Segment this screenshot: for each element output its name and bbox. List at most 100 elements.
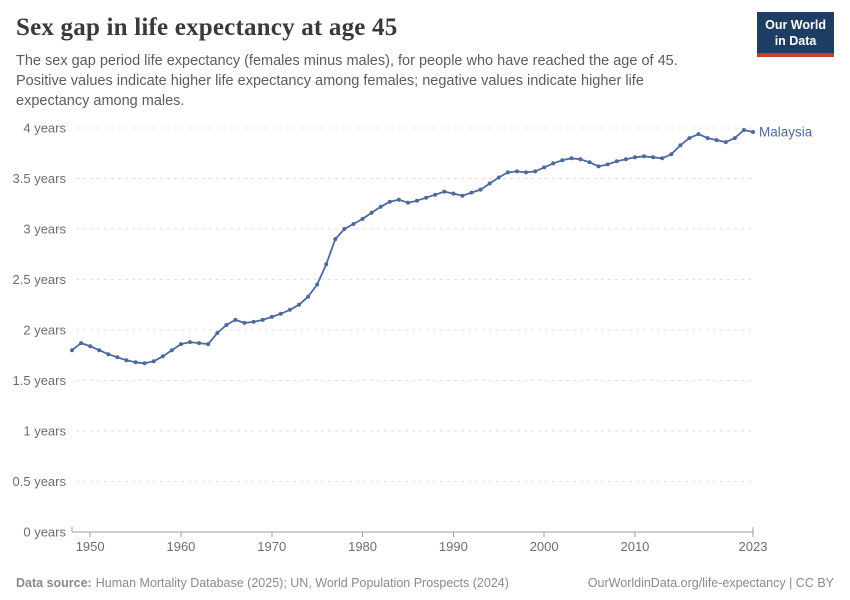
data-point[interactable] xyxy=(642,154,646,159)
data-point[interactable] xyxy=(179,342,183,347)
data-point[interactable] xyxy=(97,348,102,353)
data-point[interactable] xyxy=(215,331,220,335)
data-point[interactable] xyxy=(623,157,628,162)
data-point[interactable] xyxy=(342,227,347,231)
data-point[interactable] xyxy=(360,216,365,221)
owid-logo-line2: in Data xyxy=(774,33,817,48)
data-point[interactable] xyxy=(124,358,129,363)
data-point[interactable] xyxy=(287,307,292,312)
data-point[interactable] xyxy=(741,128,746,132)
data-point[interactable] xyxy=(460,193,465,198)
data-point[interactable] xyxy=(233,317,238,322)
data-point[interactable] xyxy=(696,132,701,137)
y-axis-label: 0 years xyxy=(23,525,66,540)
data-point[interactable] xyxy=(378,204,383,209)
chart-subtitle: The sex gap period life expectancy (fema… xyxy=(16,53,678,109)
data-point[interactable] xyxy=(242,320,247,325)
data-point[interactable] xyxy=(660,156,665,161)
chart-line[interactable] xyxy=(71,129,754,365)
data-point[interactable] xyxy=(487,181,492,186)
data-point[interactable] xyxy=(669,152,674,157)
data-point[interactable] xyxy=(705,136,710,141)
data-point[interactable] xyxy=(79,341,84,346)
data-point[interactable] xyxy=(678,143,683,148)
data-point[interactable] xyxy=(206,342,211,347)
data-point[interactable] xyxy=(324,262,329,267)
data-point[interactable] xyxy=(151,359,156,364)
x-axis-label: 1960 xyxy=(166,539,195,554)
data-point[interactable] xyxy=(651,155,656,160)
data-point[interactable] xyxy=(687,136,692,141)
data-point[interactable] xyxy=(714,138,719,143)
data-point[interactable] xyxy=(387,199,392,204)
data-point[interactable] xyxy=(560,158,565,163)
data-point[interactable] xyxy=(505,170,510,175)
data-source-label: Data source: xyxy=(16,576,92,590)
y-axis-label: 4 years xyxy=(23,121,66,136)
data-point[interactable] xyxy=(587,160,592,165)
data-point[interactable] xyxy=(269,314,274,319)
owid-license-link[interactable]: OurWorldinData.org/life-expectancy | CC … xyxy=(587,576,834,590)
page-title: Sex gap in life expectancy at age 45 xyxy=(16,14,398,41)
data-point[interactable] xyxy=(106,352,111,357)
x-axis-label: 1980 xyxy=(348,539,377,554)
chart-footer: Data source: Human Mortality Database (20… xyxy=(16,576,834,590)
data-point[interactable] xyxy=(115,355,120,360)
data-point[interactable] xyxy=(369,210,374,215)
y-axis-label: 1 years xyxy=(23,424,66,439)
data-point[interactable] xyxy=(424,195,429,200)
x-axis-label: 2010 xyxy=(620,539,649,554)
data-point[interactable] xyxy=(88,344,93,349)
data-point[interactable] xyxy=(197,341,202,346)
data-point[interactable] xyxy=(551,161,556,166)
data-point[interactable] xyxy=(542,165,547,170)
data-source: Data source: Human Mortality Database (20… xyxy=(16,576,509,590)
data-point[interactable] xyxy=(169,348,174,353)
owid-logo[interactable]: Our World in Data xyxy=(757,12,834,58)
data-point[interactable] xyxy=(633,155,637,160)
data-point[interactable] xyxy=(433,192,438,197)
data-point[interactable] xyxy=(442,189,447,194)
data-point[interactable] xyxy=(224,323,229,327)
data-point[interactable] xyxy=(160,354,165,359)
data-point[interactable] xyxy=(251,319,256,324)
data-point[interactable] xyxy=(315,282,320,287)
y-axis-label: 0.5 years xyxy=(13,474,67,489)
data-point[interactable] xyxy=(533,169,538,174)
x-axis-label: 1970 xyxy=(257,539,286,554)
data-point[interactable] xyxy=(451,191,456,196)
data-point[interactable] xyxy=(596,164,601,169)
data-point[interactable] xyxy=(306,294,311,299)
data-point[interactable] xyxy=(578,157,583,162)
entity-label[interactable]: Malaysia xyxy=(759,125,813,140)
data-point[interactable] xyxy=(415,198,419,203)
x-axis-label: 1950 xyxy=(76,539,105,554)
data-point[interactable] xyxy=(133,360,138,365)
data-point[interactable] xyxy=(351,222,356,226)
data-point[interactable] xyxy=(605,162,610,167)
data-point[interactable] xyxy=(333,237,338,242)
data-point[interactable] xyxy=(524,170,528,175)
data-point[interactable] xyxy=(70,348,74,353)
data-point[interactable] xyxy=(732,136,737,141)
data-point[interactable] xyxy=(514,169,519,174)
data-point[interactable] xyxy=(278,311,283,316)
data-point[interactable] xyxy=(569,156,574,161)
data-point[interactable] xyxy=(297,302,301,307)
data-point[interactable] xyxy=(142,361,147,366)
data-point[interactable] xyxy=(751,130,755,134)
data-point[interactable] xyxy=(614,159,619,164)
y-axis-label: 2 years xyxy=(23,323,66,338)
chart-header: Sex gap in life expectancy at age 45 The… xyxy=(16,12,834,111)
data-point[interactable] xyxy=(469,190,474,195)
data-point[interactable] xyxy=(188,340,192,345)
data-point[interactable] xyxy=(723,140,728,145)
data-point[interactable] xyxy=(260,317,265,322)
data-point[interactable] xyxy=(496,175,501,180)
y-axis-label: 1.5 years xyxy=(13,373,67,388)
data-point[interactable] xyxy=(396,197,401,202)
data-point[interactable] xyxy=(478,187,483,192)
data-point[interactable] xyxy=(406,200,410,205)
